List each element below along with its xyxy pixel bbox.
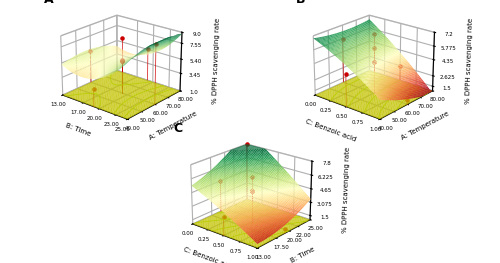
Text: B: B [296,0,306,6]
Y-axis label: A: Temperature: A: Temperature [400,111,450,141]
X-axis label: B: Time: B: Time [65,123,92,138]
Text: C: C [174,122,183,135]
Y-axis label: A: Temperature: A: Temperature [148,111,198,141]
X-axis label: C: Benzoic acid: C: Benzoic acid [305,118,357,142]
X-axis label: C: Benzoic acid: C: Benzoic acid [182,247,234,263]
Text: A: A [44,0,54,6]
Y-axis label: B: Time: B: Time [290,246,316,263]
